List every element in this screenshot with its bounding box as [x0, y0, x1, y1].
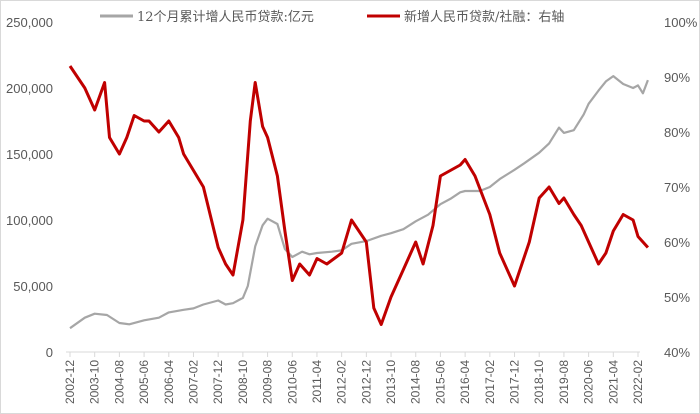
x-tick-label: 2018-10: [532, 360, 546, 404]
x-tick-label: 2009-08: [261, 360, 275, 404]
right-y-tick-label: 50%: [664, 290, 690, 305]
right-y-tick-label: 60%: [664, 235, 690, 250]
x-tick-label: 2017-02: [483, 360, 497, 404]
x-tick-label: 2008-10: [236, 360, 250, 404]
series-layer: [68, 65, 650, 330]
left-y-tick-label: 0: [46, 345, 53, 360]
series-line-loan-to-tsf-ratio: [68, 65, 650, 326]
x-tick-label: 2013-10: [384, 360, 398, 404]
x-tick-label: 2020-06: [582, 360, 596, 404]
x-tick-label: 2004-08: [112, 360, 126, 404]
legend-item-loans: 12个月累计增人民币贷款:亿元: [100, 10, 314, 25]
x-tick-label: 2014-08: [409, 360, 423, 404]
right-y-tick-label: 70%: [664, 180, 690, 195]
x-tick-label: 2012-02: [335, 360, 349, 404]
x-tick-label: 2003-10: [88, 360, 102, 404]
x-tick-label: 2005-06: [137, 360, 151, 404]
left-y-tick-label: 250,000: [6, 15, 53, 30]
x-tick-label: 2021-04: [606, 360, 620, 404]
left-y-tick-label: 150,000: [6, 147, 53, 162]
x-tick-label: 2007-12: [211, 360, 225, 404]
x-tick-label: 2007-02: [186, 360, 200, 404]
right-y-tick-label: 100%: [664, 15, 698, 30]
legend-label-ratio: 新增人民币贷款/社融：右轴: [404, 9, 564, 25]
left-y-tick-label: 100,000: [6, 213, 53, 228]
legend-label-loans: 12个月累计增人民币贷款:亿元: [137, 10, 314, 25]
x-axis-ticks: 2002-12 2003-10 2004-08 2005-06 2006-04 2007-…: [63, 352, 645, 404]
x-tick-label: 2006-04: [162, 360, 176, 404]
x-tick-label: 2016-04: [458, 360, 472, 404]
left-y-tick-label: 50,000: [13, 279, 53, 294]
x-tick-label: 2022-02: [631, 360, 645, 404]
x-tick-label: 2010-06: [285, 360, 299, 404]
left-y-tick-label: 200,000: [6, 81, 53, 96]
x-tick-label: 2015-06: [433, 360, 447, 404]
x-tick-label: 2019-08: [557, 360, 571, 404]
right-y-tick-label: 80%: [664, 125, 690, 140]
x-tick-label: 2012-12: [359, 360, 373, 404]
legend: 12个月累计增人民币贷款:亿元 新增人民币贷款/社融：右轴: [100, 9, 564, 25]
x-tick-label: 2002-12: [63, 360, 77, 404]
right-y-axis: 40% 50% 60% 70% 80% 90% 100%: [664, 15, 698, 360]
x-tick-label: 2011-04: [310, 360, 324, 403]
legend-item-ratio: 新增人民币贷款/社融：右轴: [367, 9, 564, 25]
right-y-tick-label: 40%: [664, 345, 690, 360]
x-tick-label: 2017-12: [508, 360, 522, 404]
left-y-axis: 0 50,000 100,000 150,000 200,000 250,000: [6, 15, 53, 360]
right-y-tick-label: 90%: [664, 70, 690, 85]
